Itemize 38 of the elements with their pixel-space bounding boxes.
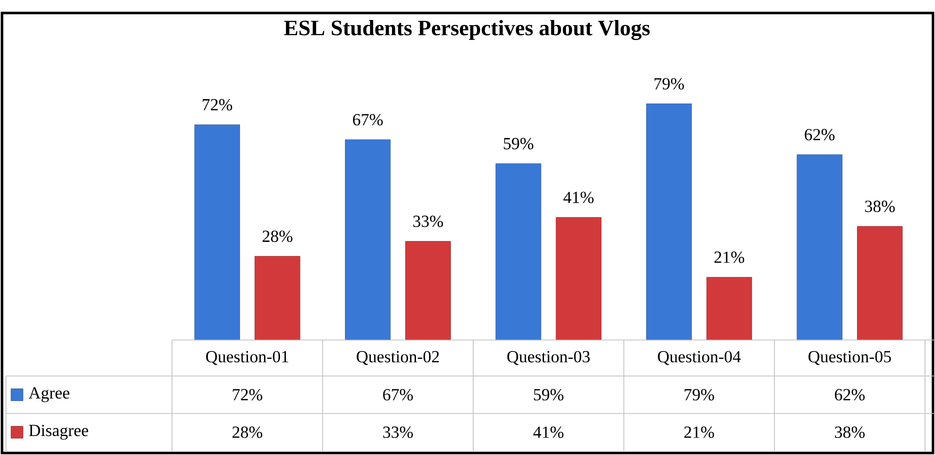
data-label: 41% [533, 426, 564, 438]
bar [496, 163, 542, 340]
chart-title: ESL Students Persepctives about Vlogs [284, 20, 650, 40]
legend-label: Agree [28, 387, 70, 402]
bar [556, 217, 602, 340]
legend-label: Disagree [29, 424, 88, 440]
x-tick-label: Question-05 [808, 350, 891, 365]
data-label: 67% [383, 388, 413, 400]
data-label: 59% [534, 388, 564, 400]
text: 62% [804, 128, 835, 140]
x-tick-label: Question-03 [507, 350, 590, 365]
text: 72% [202, 99, 232, 110]
bar [857, 226, 903, 340]
text: 21% [714, 252, 744, 263]
data-label: 72% [232, 388, 262, 400]
text: 79% [654, 78, 684, 90]
text: 33% [413, 216, 443, 228]
text: 59% [504, 138, 534, 150]
x-tick-label: Question-04 [658, 350, 741, 365]
bar [405, 241, 451, 340]
data-label: 21% [684, 426, 714, 438]
bar [254, 256, 300, 340]
data-label: 28% [232, 426, 262, 438]
data-label: 79% [684, 388, 714, 400]
x-tick-label: Question-02 [356, 350, 439, 365]
text: 41% [563, 192, 594, 204]
bar [345, 139, 391, 340]
data-label: 38% [834, 426, 865, 438]
data-label: 33% [383, 426, 413, 438]
text: 28% [262, 230, 292, 242]
text: 38% [865, 200, 895, 212]
bar [706, 276, 752, 340]
data-label: 62% [834, 388, 865, 400]
bar [796, 154, 842, 340]
x-tick-label: Question-01 [206, 350, 288, 365]
bar [194, 124, 240, 340]
text: 67% [353, 114, 383, 126]
bar [646, 104, 692, 340]
